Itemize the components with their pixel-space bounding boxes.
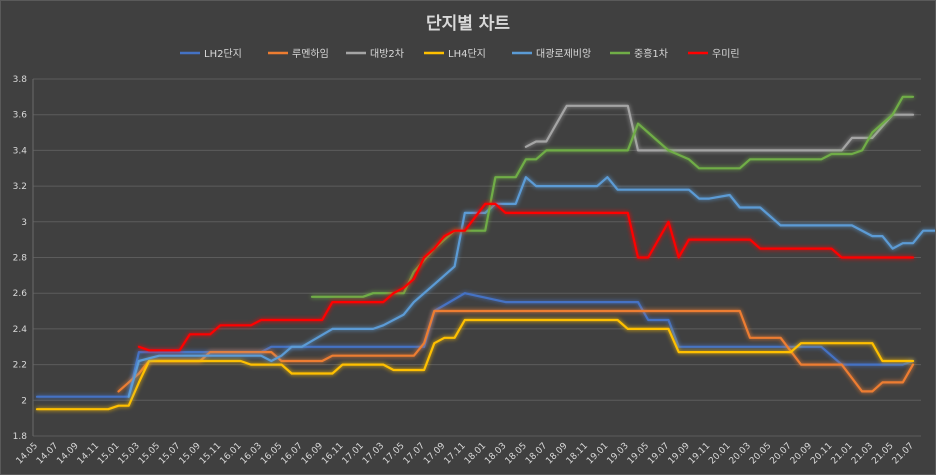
x-tick-label: 15.11 [198,441,223,466]
legend-label: 대광로제비앙 [536,48,591,60]
x-tick-label: 18.05 [504,441,529,466]
x-tick-label: 18.11 [565,441,590,466]
x-tick-label: 15.05 [137,441,162,466]
x-tick-label: 21.01 [830,441,855,466]
x-tick-label: 20.09 [789,441,814,466]
x-tick-label: 21.07 [891,441,916,466]
series-line [524,104,915,152]
x-axis: 14.0514.0714.0914.1115.0115.0315.0515.07… [15,441,916,466]
legend-label: 루멘하임 [292,47,329,60]
series-line [310,95,915,298]
x-tick-label: 19.11 [687,441,712,466]
y-tick-label: 3.8 [13,75,28,85]
series-line [117,309,915,393]
x-tick-label: 16.11 [320,441,345,466]
x-tick-label: 19.09 [667,441,692,466]
legend-label: LH2단지 [204,48,242,60]
x-tick-label: 18.01 [463,441,488,466]
x-tick-label: 14.05 [15,441,40,466]
x-tick-label: 18.07 [524,441,549,466]
y-tick-label: 2.8 [13,254,28,264]
x-tick-label: 17.01 [341,441,366,466]
y-tick-label: 3.2 [13,182,27,192]
series-line [137,202,915,352]
x-tick-label: 16.07 [280,441,305,466]
y-tick-label: 2.4 [13,325,28,335]
series-line [127,176,935,398]
x-tick-label: 20.03 [728,441,753,466]
x-tick-label: 19.03 [606,441,631,466]
x-tick-label: 19.07 [646,441,671,466]
x-tick-label: 14.09 [55,441,80,466]
x-tick-label: 16.05 [259,441,284,466]
legend-label: 중흥1차 [634,47,668,60]
y-tick-label: 2 [21,396,27,406]
legend: LH2단지 루멘하임 대방2차 LH4단지 대광로제비앙 중흥1차 우미린 [180,47,740,60]
x-tick-label: 16.01 [218,441,243,466]
x-tick-label: 20.05 [748,441,773,466]
x-tick-label: 20.07 [768,441,793,466]
x-tick-label: 14.07 [35,441,60,466]
y-tick-label: 1.8 [13,432,28,442]
series-line [35,292,915,398]
chart-title: 단지별 차트 [426,14,510,34]
y-tick-label: 2.6 [13,289,28,299]
x-tick-label: 21.05 [870,441,895,466]
y-tick-label: 3.4 [13,146,28,156]
x-tick-label: 17.11 [443,441,468,466]
x-tick-label: 18.03 [483,441,508,466]
series-line [35,318,915,411]
x-tick-label: 18.09 [544,441,569,466]
x-tick-label: 20.11 [809,441,834,466]
x-tick-label: 19.05 [626,441,651,466]
y-tick-label: 3.6 [13,111,28,121]
x-tick-label: 14.11 [76,441,101,466]
series-layer [35,95,935,411]
y-axis: 1.8 2 2.2 2.4 2.6 2.8 3 3.2 3.4 3.6 3.8 [13,75,34,442]
x-tick-label: 21.03 [850,441,875,466]
x-tick-label: 16.09 [300,441,325,466]
x-tick-label: 19.01 [585,441,610,466]
x-tick-label: 15.01 [96,441,121,466]
x-tick-label: 15.09 [178,441,203,466]
x-tick-label: 15.07 [157,441,182,466]
legend-label: LH4단지 [448,48,486,60]
x-tick-label: 16.03 [239,441,264,466]
x-tick-label: 17.09 [422,441,447,466]
y-tick-label: 2.2 [13,361,27,371]
y-tick-label: 3 [21,218,27,228]
x-tick-label: 17.07 [402,441,427,466]
x-tick-label: 17.03 [361,441,386,466]
grid-lines [33,78,921,437]
legend-label: 대방2차 [370,48,404,60]
legend-label: 우미린 [712,48,740,60]
x-tick-label: 15.03 [117,441,142,466]
x-tick-label: 17.05 [381,441,406,466]
x-tick-label: 20.01 [707,441,732,466]
